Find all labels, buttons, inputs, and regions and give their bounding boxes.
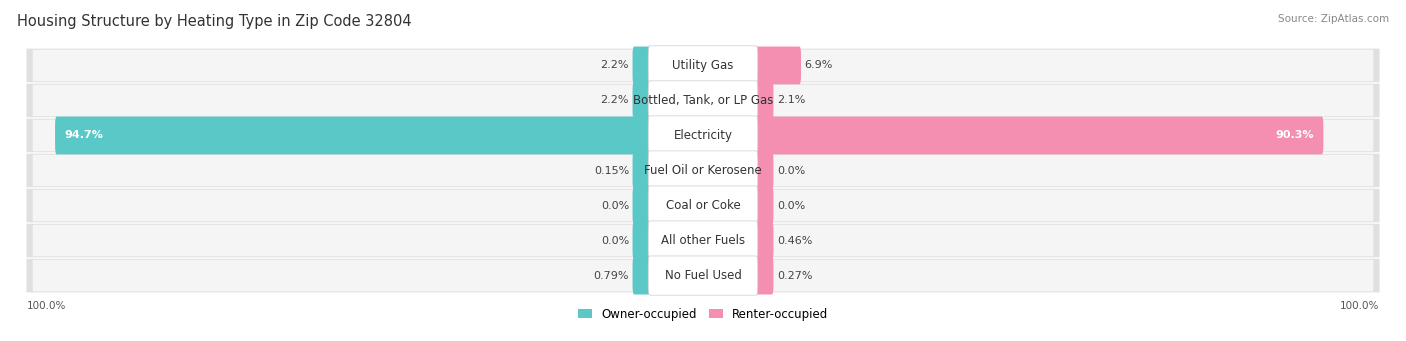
Text: Bottled, Tank, or LP Gas: Bottled, Tank, or LP Gas <box>633 94 773 107</box>
FancyBboxPatch shape <box>633 152 651 189</box>
Text: 0.0%: 0.0% <box>778 165 806 176</box>
FancyBboxPatch shape <box>755 187 773 224</box>
FancyBboxPatch shape <box>755 81 773 119</box>
FancyBboxPatch shape <box>32 225 1374 256</box>
FancyBboxPatch shape <box>633 187 651 224</box>
Text: 0.0%: 0.0% <box>600 236 628 246</box>
FancyBboxPatch shape <box>755 152 773 189</box>
FancyBboxPatch shape <box>27 259 1379 292</box>
Text: 94.7%: 94.7% <box>65 131 103 140</box>
FancyBboxPatch shape <box>755 117 1323 154</box>
Text: 100.0%: 100.0% <box>27 301 66 311</box>
FancyBboxPatch shape <box>633 257 651 295</box>
FancyBboxPatch shape <box>27 154 1379 187</box>
FancyBboxPatch shape <box>755 222 773 260</box>
Text: 90.3%: 90.3% <box>1275 131 1315 140</box>
FancyBboxPatch shape <box>32 155 1374 186</box>
FancyBboxPatch shape <box>755 46 801 84</box>
Text: 2.1%: 2.1% <box>778 95 806 105</box>
Text: No Fuel Used: No Fuel Used <box>665 269 741 282</box>
FancyBboxPatch shape <box>633 222 651 260</box>
Text: 0.0%: 0.0% <box>778 201 806 210</box>
FancyBboxPatch shape <box>648 81 758 120</box>
FancyBboxPatch shape <box>27 49 1379 82</box>
Text: 0.27%: 0.27% <box>778 270 813 281</box>
FancyBboxPatch shape <box>648 256 758 295</box>
Text: 0.0%: 0.0% <box>600 201 628 210</box>
Text: 100.0%: 100.0% <box>1340 301 1379 311</box>
FancyBboxPatch shape <box>648 46 758 85</box>
FancyBboxPatch shape <box>32 50 1374 81</box>
Text: Fuel Oil or Kerosene: Fuel Oil or Kerosene <box>644 164 762 177</box>
FancyBboxPatch shape <box>633 46 651 84</box>
FancyBboxPatch shape <box>32 190 1374 221</box>
Text: Coal or Coke: Coal or Coke <box>665 199 741 212</box>
FancyBboxPatch shape <box>55 117 651 154</box>
FancyBboxPatch shape <box>27 119 1379 152</box>
FancyBboxPatch shape <box>648 221 758 260</box>
FancyBboxPatch shape <box>27 224 1379 257</box>
FancyBboxPatch shape <box>633 81 651 119</box>
Text: 0.15%: 0.15% <box>593 165 628 176</box>
Legend: Owner-occupied, Renter-occupied: Owner-occupied, Renter-occupied <box>572 303 834 325</box>
Text: Source: ZipAtlas.com: Source: ZipAtlas.com <box>1278 14 1389 24</box>
Text: 2.2%: 2.2% <box>600 60 628 71</box>
FancyBboxPatch shape <box>32 85 1374 116</box>
Text: 0.79%: 0.79% <box>593 270 628 281</box>
FancyBboxPatch shape <box>27 84 1379 117</box>
Text: Electricity: Electricity <box>673 129 733 142</box>
Text: Housing Structure by Heating Type in Zip Code 32804: Housing Structure by Heating Type in Zip… <box>17 14 412 29</box>
FancyBboxPatch shape <box>648 116 758 155</box>
FancyBboxPatch shape <box>648 186 758 225</box>
Text: 0.46%: 0.46% <box>778 236 813 246</box>
Text: Utility Gas: Utility Gas <box>672 59 734 72</box>
FancyBboxPatch shape <box>32 260 1374 291</box>
Text: 6.9%: 6.9% <box>804 60 832 71</box>
FancyBboxPatch shape <box>755 257 773 295</box>
FancyBboxPatch shape <box>27 189 1379 222</box>
FancyBboxPatch shape <box>648 151 758 190</box>
Text: 2.2%: 2.2% <box>600 95 628 105</box>
Text: All other Fuels: All other Fuels <box>661 234 745 247</box>
FancyBboxPatch shape <box>32 120 1374 151</box>
